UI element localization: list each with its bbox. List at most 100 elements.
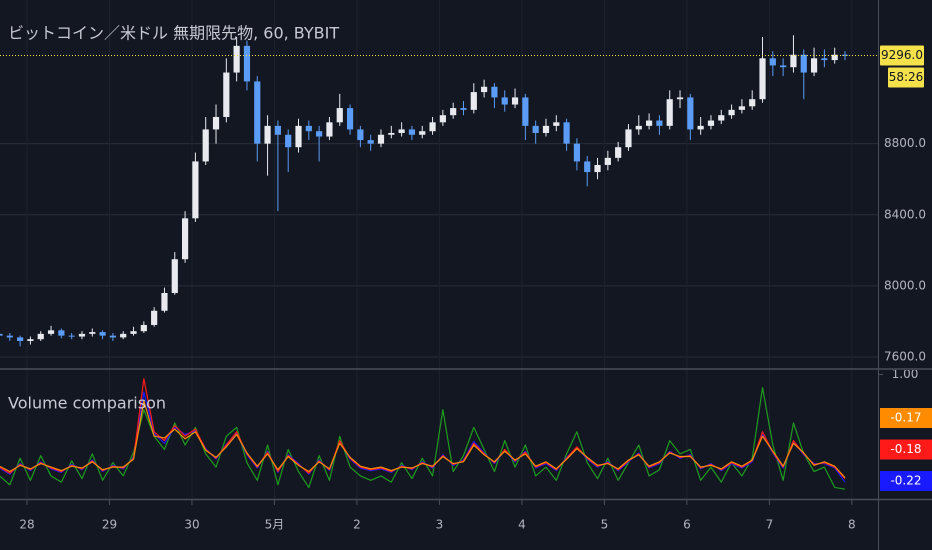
candle-body [491, 86, 498, 98]
x-tick-label: 3 [436, 518, 444, 532]
candle-body [769, 58, 776, 66]
last-value-label: -0.17 [890, 411, 921, 425]
candle-body [470, 92, 477, 110]
price-pane [0, 35, 878, 347]
candle-body [388, 132, 395, 135]
last-value-box [880, 471, 932, 491]
x-tick-label: 2 [353, 518, 361, 532]
candle-body [212, 116, 220, 130]
chart-title: ビットコイン／米ドル 無期限先物, 60, BYBIT [8, 24, 339, 43]
candle-body [656, 120, 663, 126]
candle-body [68, 335, 75, 337]
candle-body [439, 115, 446, 123]
candle-body [377, 134, 385, 144]
candle-body [790, 54, 797, 68]
candle-body [346, 108, 354, 130]
candle-body [573, 143, 581, 162]
candle-body [584, 161, 591, 173]
candle-body [336, 108, 343, 123]
candle-body [17, 337, 24, 341]
x-tick-label: 6 [683, 518, 691, 532]
y-tick-label: 1.00 [892, 367, 919, 381]
candle-body [728, 109, 735, 116]
candle-body [563, 122, 570, 144]
candle-body [367, 140, 374, 144]
x-tick-label: 4 [518, 518, 526, 532]
candle-body [109, 335, 117, 338]
y-tick-label: 8800.0 [884, 136, 926, 150]
candle-body [223, 72, 230, 117]
candle-body [192, 161, 199, 219]
x-tick-label: 7 [766, 518, 774, 532]
candle-body [161, 292, 168, 311]
x-tick-label: 5月 [265, 518, 285, 532]
candle-body [707, 120, 715, 126]
candle-body [181, 218, 189, 260]
candle-body [738, 106, 745, 110]
candle-body [697, 125, 704, 130]
candle-body [604, 157, 611, 165]
candle-body [780, 65, 787, 68]
candle-body [264, 125, 271, 144]
candle-body [429, 122, 436, 132]
candle-body [800, 54, 807, 73]
volume-axis-layer: 1.00-0.17-0.18-0.22-0.3 [880, 367, 932, 491]
candle-body [718, 115, 725, 121]
grid-layer [0, 0, 878, 499]
last-value-box [880, 439, 932, 460]
countdown-box [888, 67, 924, 88]
candle-body [450, 108, 457, 116]
last-value-label: -0.18 [890, 442, 921, 456]
y-tick-label: 8400.0 [884, 207, 926, 221]
candle-body [615, 147, 622, 158]
candle-body [171, 259, 178, 293]
candle-body [460, 108, 467, 110]
y-tick-label: 8000.0 [884, 278, 926, 292]
candle-body [501, 97, 508, 105]
candle-body [0, 333, 3, 336]
volume-pane [0, 378, 846, 490]
candle-body [326, 122, 333, 137]
candle-body [645, 120, 653, 126]
candle-body [357, 129, 364, 141]
x-tick-label: 5 [601, 518, 609, 532]
candle-body [408, 129, 416, 135]
candle-body [759, 58, 766, 100]
candle-body [27, 339, 34, 341]
candle-body [202, 129, 209, 162]
candle-body [635, 125, 642, 130]
candle-body [151, 310, 158, 325]
candle-body [233, 45, 240, 73]
candle-body [594, 164, 601, 173]
candle-body [254, 81, 261, 144]
candle-body [140, 324, 147, 332]
candle-body [120, 333, 127, 338]
candle-body [305, 125, 312, 132]
candle-body [687, 97, 694, 130]
candle-body [285, 134, 292, 148]
candle-body [316, 131, 323, 137]
last-value-box [880, 408, 932, 428]
candle-body [37, 333, 44, 340]
x-tick-label: 29 [102, 518, 117, 532]
y-tick-label: 7600.0 [884, 349, 926, 363]
candle-body [625, 129, 632, 148]
candle-body [6, 335, 13, 338]
x-tick-label: 30 [184, 518, 199, 532]
candle-body [58, 330, 65, 336]
candle-body [749, 99, 756, 107]
last-price-label: 9296.0 [881, 48, 923, 62]
candle-body [47, 330, 55, 334]
candle-body [89, 332, 96, 334]
candle-body [295, 125, 302, 148]
x-tick-label: 8 [848, 518, 856, 532]
candle-body [821, 58, 828, 61]
last-price-box [880, 45, 924, 66]
candle-body [78, 333, 86, 337]
candle-body [398, 129, 405, 133]
candle-body [243, 45, 251, 82]
countdown-label: 58:26 [889, 70, 924, 84]
candle-body [676, 97, 684, 100]
